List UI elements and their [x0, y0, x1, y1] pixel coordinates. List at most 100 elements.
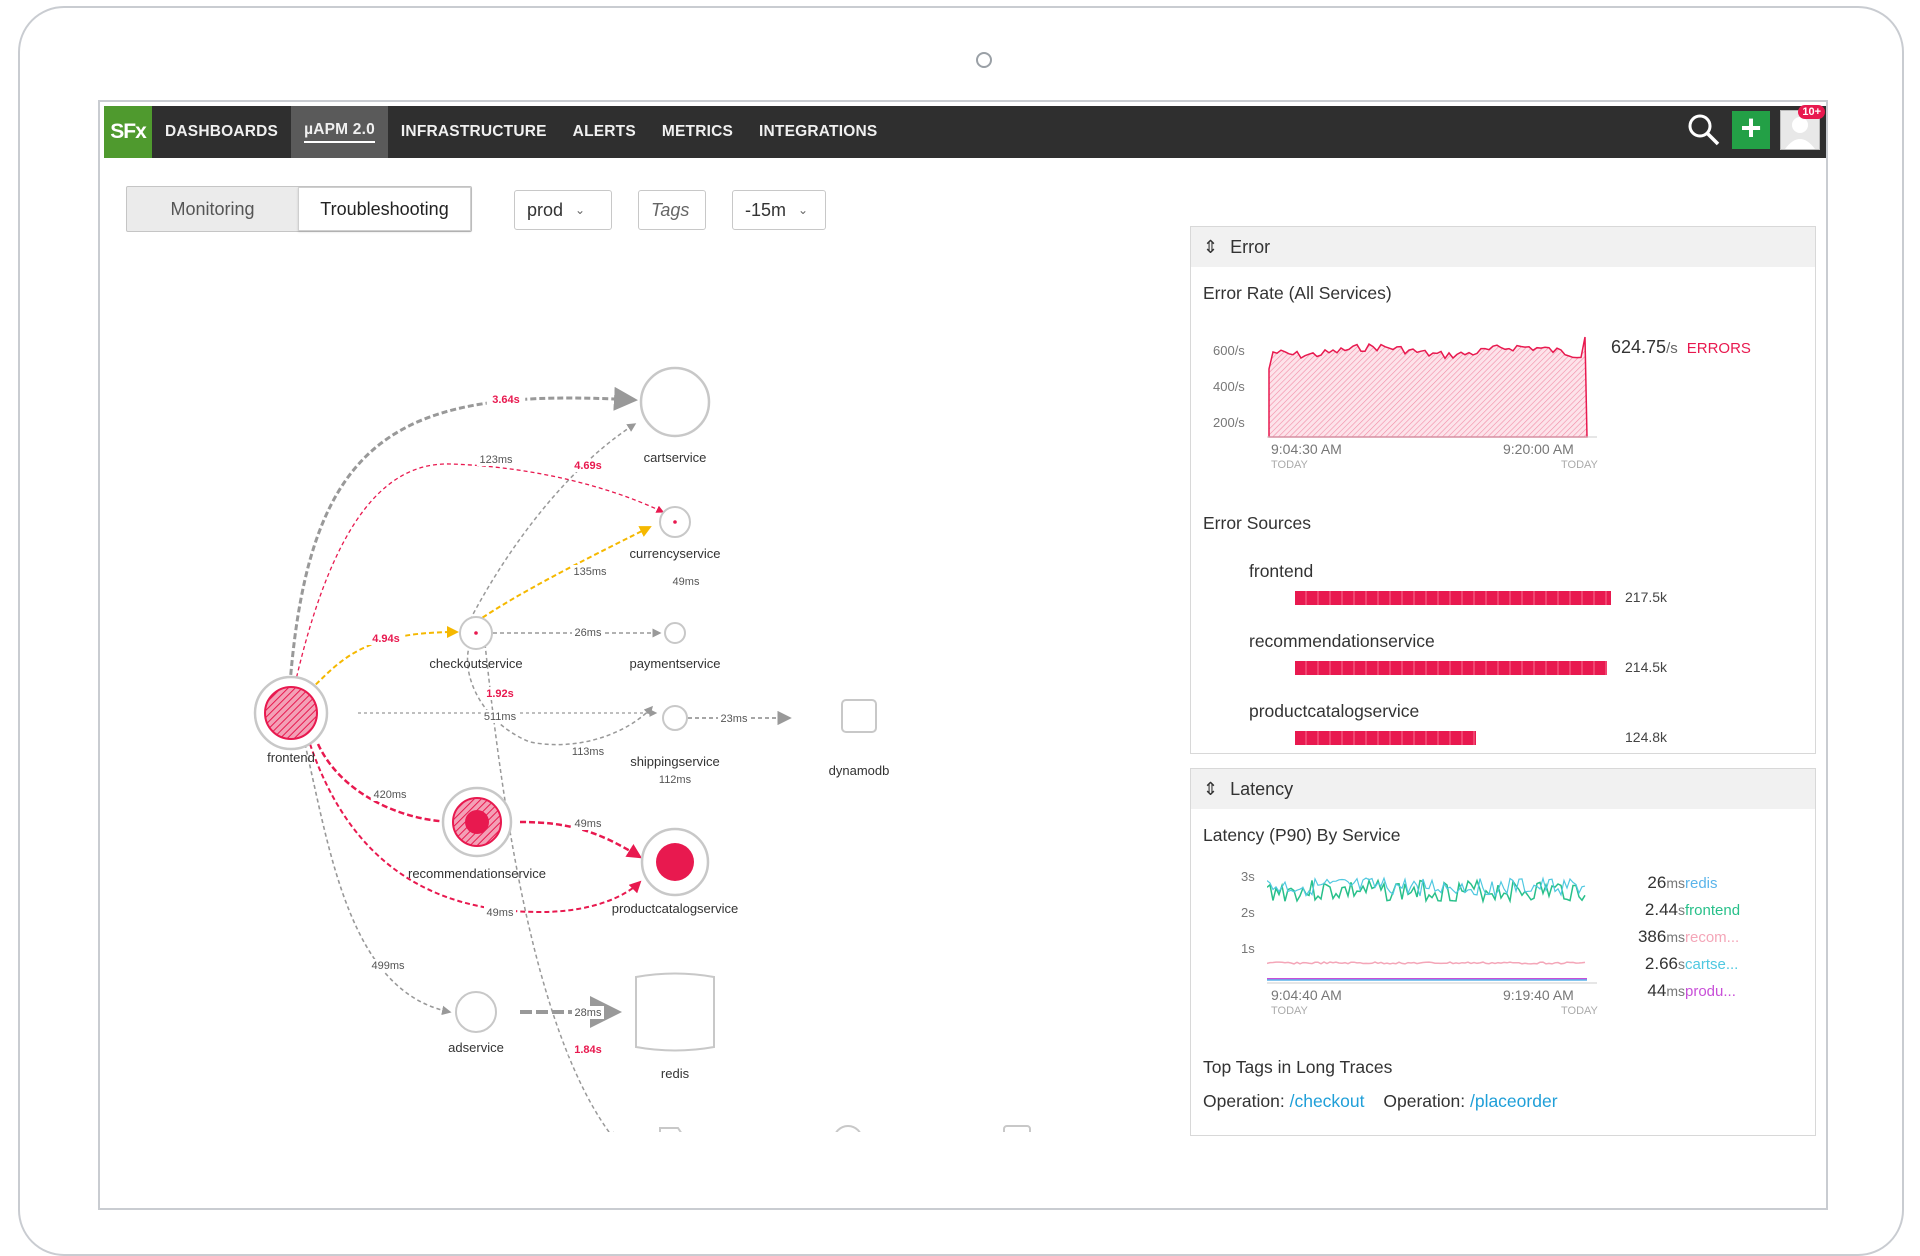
latency-legend-item[interactable]: 2.44s frontend: [1611, 900, 1751, 920]
error-source-bar[interactable]: [1295, 731, 1477, 745]
latency-legend-item[interactable]: 386ms recom...: [1611, 927, 1751, 947]
tags-label: Tags: [651, 199, 690, 220]
error-source-frontend[interactable]: frontend: [1249, 561, 1314, 581]
latency-chart-title: Latency (P90) By Service: [1203, 825, 1401, 845]
error-source-value: 217.5k: [1625, 589, 1668, 605]
node-shippingservice[interactable]: [662, 705, 688, 731]
node-dynamodb[interactable]: [841, 699, 877, 733]
error-value-unit: /s: [1666, 340, 1678, 357]
nav-integrations[interactable]: INTEGRATIONS: [759, 123, 878, 140]
search-icon[interactable]: [1686, 112, 1722, 148]
operation-checkout-link[interactable]: /checkout: [1289, 1091, 1365, 1111]
latency-xsub-start: TODAY: [1271, 1005, 1308, 1017]
latency-line-cartservice: [1267, 876, 1586, 898]
latency-ytick-2s: 2s: [1241, 905, 1255, 920]
node-placed-orders[interactable]: [659, 1127, 686, 1132]
edge-checkout-cart[interactable]: [469, 423, 637, 621]
node-label-recommendationservice: recommendationservice: [408, 866, 546, 881]
latency-legend-value: 2.66: [1644, 954, 1678, 973]
error-source-value: 124.8k: [1625, 729, 1668, 745]
collapse-icon[interactable]: ⇕: [1203, 778, 1219, 799]
node-cartservice[interactable]: [639, 366, 711, 438]
operation-label-1: Operation:: [1203, 1091, 1285, 1111]
error-value-label: ERRORS: [1686, 340, 1751, 357]
error-ytick-400: 400/s: [1213, 379, 1245, 394]
environment-value: prod: [527, 199, 564, 220]
node-label-adservice: adservice: [448, 1040, 504, 1055]
latency-legend-name: redis: [1685, 875, 1718, 892]
latency-legend: 26ms redis 2.44s frontend 386ms recom... 2.…: [1611, 873, 1751, 1013]
error-source-bar[interactable]: [1295, 661, 1607, 675]
chevron-down-icon: ⌄: [798, 203, 809, 217]
edge-checkout-shipping[interactable]: [466, 643, 653, 746]
node-label-frontend: frontend: [267, 750, 315, 765]
edge-checkout-placed[interactable]: [484, 643, 616, 1132]
node-paymentservice[interactable]: [664, 622, 686, 644]
collapse-icon[interactable]: ⇕: [1203, 236, 1219, 257]
edge-label-bg: [484, 906, 516, 919]
edge-label-bg: [480, 710, 520, 723]
node-adservice[interactable]: [455, 991, 497, 1033]
edge-label: 1.84s: [574, 1044, 602, 1056]
error-source-recommendationservice[interactable]: recommendationservice: [1249, 631, 1435, 651]
map-nodes: [253, 366, 1031, 1132]
nav-alerts[interactable]: ALERTS: [572, 123, 636, 140]
node-emailservice[interactable]: [834, 1125, 862, 1132]
edge-label: 123ms: [479, 454, 513, 466]
error-source-bar[interactable]: [1295, 591, 1611, 605]
nav-metrics[interactable]: METRICS: [661, 123, 734, 140]
error-source-productcatalogservice[interactable]: productcatalogservice: [1249, 701, 1420, 721]
node-label-cartservice: cartservice: [644, 450, 707, 465]
node-label-shippingservice: shippingservice: [630, 754, 720, 769]
edge-label: 4.69s: [574, 460, 602, 472]
frontend-error-fill: [264, 686, 318, 740]
environment-dropdown[interactable]: prod ⌄: [514, 190, 612, 230]
nav-infrastructure[interactable]: INFRASTRUCTURE: [400, 123, 547, 140]
sfx-logo[interactable]: SFx: [104, 106, 152, 158]
time-range-dropdown[interactable]: -15m ⌄: [732, 190, 826, 230]
node-redis[interactable]: [635, 972, 715, 1052]
latency-legend-value: 44: [1647, 981, 1667, 1000]
error-source-value: 214.5k: [1625, 659, 1668, 675]
edge-label: 112ms: [659, 774, 692, 786]
edge-frontend-cart[interactable]: [288, 386, 638, 685]
edge-label: 1.92s: [486, 688, 514, 700]
error-panel-header[interactable]: ⇕ Error: [1191, 227, 1815, 267]
latency-legend-name: produ...: [1685, 983, 1736, 1000]
nav-dashboards[interactable]: DASHBOARDS: [165, 123, 279, 140]
latency-legend-item[interactable]: 2.66s cartse...: [1611, 954, 1751, 974]
latency-xtick-start: 9:04:40 AM: [1271, 987, 1342, 1003]
operation-placeorder-link[interactable]: /placeorder: [1469, 1091, 1558, 1111]
tags-filter[interactable]: Tags: [638, 190, 706, 230]
latency-panel: ⇕ Latency Latency (P90) By Service 3s 2s…: [1190, 768, 1816, 1136]
edge-label: 420ms: [373, 789, 407, 801]
node-cassandra[interactable]: [1003, 1125, 1031, 1132]
edge-label: 499ms: [371, 960, 405, 972]
error-rate-title: Error Rate (All Services): [1203, 283, 1392, 303]
edge-frontend-currency[interactable]: [294, 463, 665, 685]
latency-panel-header[interactable]: ⇕ Latency: [1191, 769, 1815, 809]
error-rate-chart: [1267, 336, 1597, 438]
edge-frontend-recommendation[interactable]: [316, 743, 460, 830]
operations-row: Operation: /checkout Operation: /placeor…: [1203, 1091, 1558, 1112]
latency-legend-value: 2.44: [1644, 900, 1678, 919]
nav-apm[interactable]: µAPM 2.0: [291, 106, 388, 158]
latency-legend-item[interactable]: 44ms produ...: [1611, 981, 1751, 1001]
edge-label-bg: [570, 565, 610, 578]
error-xsub-end: TODAY: [1561, 459, 1598, 471]
mode-monitoring[interactable]: Monitoring: [170, 198, 255, 219]
edge-frontend-checkout[interactable]: [309, 626, 459, 691]
add-button[interactable]: +: [1732, 110, 1770, 149]
edge-frontend-ad[interactable]: [304, 743, 452, 1016]
node-label-redis: redis: [661, 1066, 690, 1081]
edge-checkout-currency[interactable]: [475, 526, 652, 623]
error-current-value: 624.75/s ERRORS: [1611, 337, 1751, 358]
edge-label: 49ms: [487, 907, 514, 919]
error-panel: ⇕ Error Error Rate (All Services) 600/s …: [1190, 226, 1816, 754]
edge-label: 28ms: [575, 1007, 602, 1019]
latency-legend-item[interactable]: 26ms redis: [1611, 873, 1751, 893]
edge-label-bg: [370, 788, 410, 801]
mode-troubleshooting[interactable]: Troubleshooting: [298, 187, 471, 231]
edge-recommendation-productcatalog[interactable]: [519, 820, 643, 859]
user-avatar[interactable]: 10+: [1780, 105, 1825, 150]
